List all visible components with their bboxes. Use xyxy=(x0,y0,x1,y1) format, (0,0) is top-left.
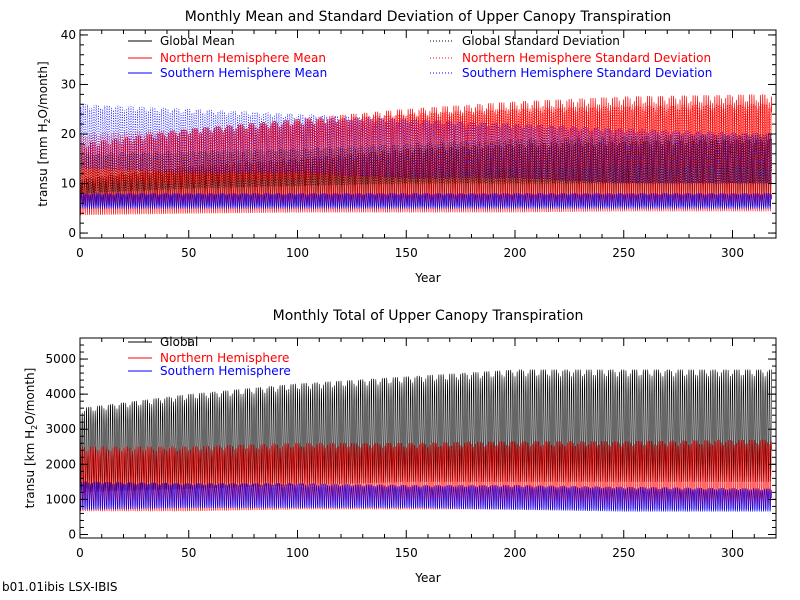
y-tick-label: 5000 xyxy=(45,352,76,366)
y-tick-label: 30 xyxy=(61,77,76,91)
x-tick-label: 0 xyxy=(76,246,84,260)
y-axis-label: transu [km H2O/month] xyxy=(23,368,39,509)
y-tick-label: 40 xyxy=(61,28,76,42)
series-line-6 xyxy=(80,104,772,184)
x-tick-label: 0 xyxy=(76,546,84,560)
x-tick-label: 300 xyxy=(721,546,744,560)
plot-area xyxy=(80,369,772,512)
series-line-1 xyxy=(80,369,772,493)
y-tick-label: 10 xyxy=(61,177,76,191)
y-tick-label: 3000 xyxy=(45,422,76,436)
x-tick-label: 300 xyxy=(721,246,744,260)
legend-label: Northern Hemisphere Mean xyxy=(160,51,326,65)
x-tick-label: 150 xyxy=(395,546,418,560)
series-line-3 xyxy=(80,481,772,512)
y-tick-label: 0 xyxy=(68,226,76,240)
plot-area xyxy=(80,94,772,216)
chart-1: Monthly Mean and Standard Deviation of U… xyxy=(36,9,777,285)
x-axis-label: Year xyxy=(414,571,440,585)
chart-title: Monthly Total of Upper Canopy Transpirat… xyxy=(273,308,584,324)
x-tick-label: 200 xyxy=(504,246,527,260)
x-tick-label: 100 xyxy=(286,546,309,560)
x-tick-label: 50 xyxy=(181,546,196,560)
legend-label: Northern Hemisphere xyxy=(160,351,289,365)
series-line-2 xyxy=(80,94,772,216)
x-tick-label: 100 xyxy=(286,246,309,260)
x-tick-label: 200 xyxy=(504,546,527,560)
x-tick-label: 150 xyxy=(395,246,418,260)
y-tick-label: 1000 xyxy=(45,492,76,506)
x-tick-label: 250 xyxy=(612,246,635,260)
series-line-2 xyxy=(80,439,772,512)
y-tick-label: 20 xyxy=(61,127,76,141)
y-tick-label: 4000 xyxy=(45,387,76,401)
legend-label: Global Mean xyxy=(160,34,235,48)
y-tick-label: 0 xyxy=(68,527,76,541)
series-line-3 xyxy=(80,192,772,210)
y-axis-label: transu [mm H2O/month] xyxy=(36,61,52,206)
x-tick-label: 250 xyxy=(612,546,635,560)
x-tick-label: 50 xyxy=(181,246,196,260)
legend-label: Northern Hemisphere Standard Deviation xyxy=(462,51,711,65)
legend-label: Southern Hemisphere Standard Deviation xyxy=(462,66,712,80)
legend-label: Southern Hemisphere xyxy=(160,364,291,378)
footer-label: b01.01ibis LSX-IBIS xyxy=(2,580,118,594)
chart-2: Monthly Total of Upper Canopy Transpirat… xyxy=(23,308,777,585)
chart-title: Monthly Mean and Standard Deviation of U… xyxy=(185,9,672,25)
legend-label: Southern Hemisphere Mean xyxy=(160,66,327,80)
legend-label: Global xyxy=(160,335,198,349)
y-tick-label: 2000 xyxy=(45,457,76,471)
legend-label: Global Standard Deviation xyxy=(462,34,620,48)
x-axis-label: Year xyxy=(414,271,440,285)
